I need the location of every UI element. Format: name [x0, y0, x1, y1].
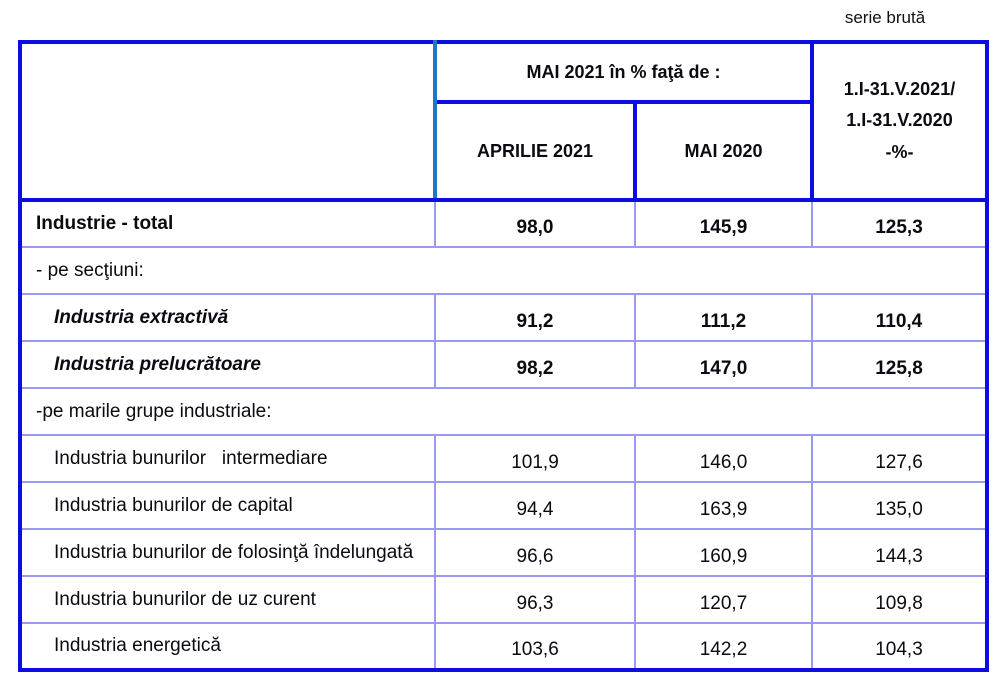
value-cell: 120,7: [634, 575, 813, 624]
value-cell: 127,6: [811, 434, 988, 483]
series-type-note: serie brută: [844, 8, 926, 27]
cumulative-line1: 1.I-31.V.2021/: [843, 78, 956, 99]
row-label: Industria bunurilor de capital: [19, 481, 436, 530]
section-row-marile-grupe: -pe marile grupe industriale:: [19, 387, 988, 436]
value-cell: 94,4: [434, 481, 636, 530]
value-cell: 142,2: [634, 622, 813, 671]
value-cell: 147,0: [634, 340, 813, 389]
column-header-cumulative: 1.I-31.V.2021/ 1.I-31.V.2020 -%-: [810, 40, 989, 202]
value-cell: 91,2: [434, 293, 636, 342]
value-cell: 144,3: [811, 528, 988, 577]
row-label: Industria bunurilor de folosinţă îndelun…: [19, 528, 436, 577]
value-cell: 145,9: [634, 199, 813, 248]
value-cell: 96,6: [434, 528, 636, 577]
cumulative-line3: -%-: [885, 141, 914, 162]
section-label: - pe secţiuni:: [19, 246, 988, 295]
value-cell: 109,8: [811, 575, 988, 624]
value-cell: 163,9: [634, 481, 813, 530]
corner-empty-cell: [18, 40, 437, 202]
value-cell: 103,6: [434, 622, 636, 671]
value-cell: 125,3: [811, 199, 988, 248]
value-cell: 111,2: [634, 293, 813, 342]
value-cell: 110,4: [811, 293, 988, 342]
value-cell: 135,0: [811, 481, 988, 530]
column-header-aprilie-2021: APRILIE 2021: [433, 100, 637, 202]
value-cell: 146,0: [634, 434, 813, 483]
row-label: Industrie - total: [19, 199, 436, 248]
row-label: Industria bunurilor de uz curent: [19, 575, 436, 624]
industrial-indices-table: MAI 2021 în % faţă de : 1.I-31.V.2021/ 1…: [18, 40, 989, 672]
value-cell: 160,9: [634, 528, 813, 577]
row-label: Industria bunurilor intermediare: [19, 434, 436, 483]
table-row-bunuri-intermediare: Industria bunurilor intermediare 101,9 1…: [19, 434, 988, 483]
value-cell: 98,2: [434, 340, 636, 389]
column-header-mai-2020: MAI 2020: [633, 100, 814, 202]
table-row-industria-energetica: Industria energetică 103,6 142,2 104,3: [19, 622, 988, 671]
table-row-bunuri-folosinta-indelungata: Industria bunurilor de folosinţă îndelun…: [19, 528, 988, 577]
table-body: Industrie - total 98,0 145,9 125,3 - pe …: [19, 199, 988, 671]
table-row-industria-extractiva: Industria extractivă 91,2 111,2 110,4: [19, 293, 988, 342]
value-cell: 96,3: [434, 575, 636, 624]
table-header: MAI 2021 în % faţă de : 1.I-31.V.2021/ 1…: [18, 40, 989, 202]
value-cell: 125,8: [811, 340, 988, 389]
table-row-bunuri-uz-curent: Industria bunurilor de uz curent 96,3 12…: [19, 575, 988, 624]
value-cell: 104,3: [811, 622, 988, 671]
value-cell: 98,0: [434, 199, 636, 248]
row-label: Industria extractivă: [19, 293, 436, 342]
row-label: Industria energetică: [19, 622, 436, 671]
column-group-header: MAI 2021 în % faţă de :: [433, 40, 814, 104]
cumulative-line2: 1.I-31.V.2020: [846, 110, 953, 131]
section-label: -pe marile grupe industriale:: [19, 387, 988, 436]
table-row-industria-prelucratoare: Industria prelucrătoare 98,2 147,0 125,8: [19, 340, 988, 389]
table-row-industrie-total: Industrie - total 98,0 145,9 125,3: [19, 199, 988, 248]
section-row-pe-sectiuni: - pe secţiuni:: [19, 246, 988, 295]
table-row-bunuri-capital: Industria bunurilor de capital 94,4 163,…: [19, 481, 988, 530]
value-cell: 101,9: [434, 434, 636, 483]
row-label: Industria prelucrătoare: [19, 340, 436, 389]
